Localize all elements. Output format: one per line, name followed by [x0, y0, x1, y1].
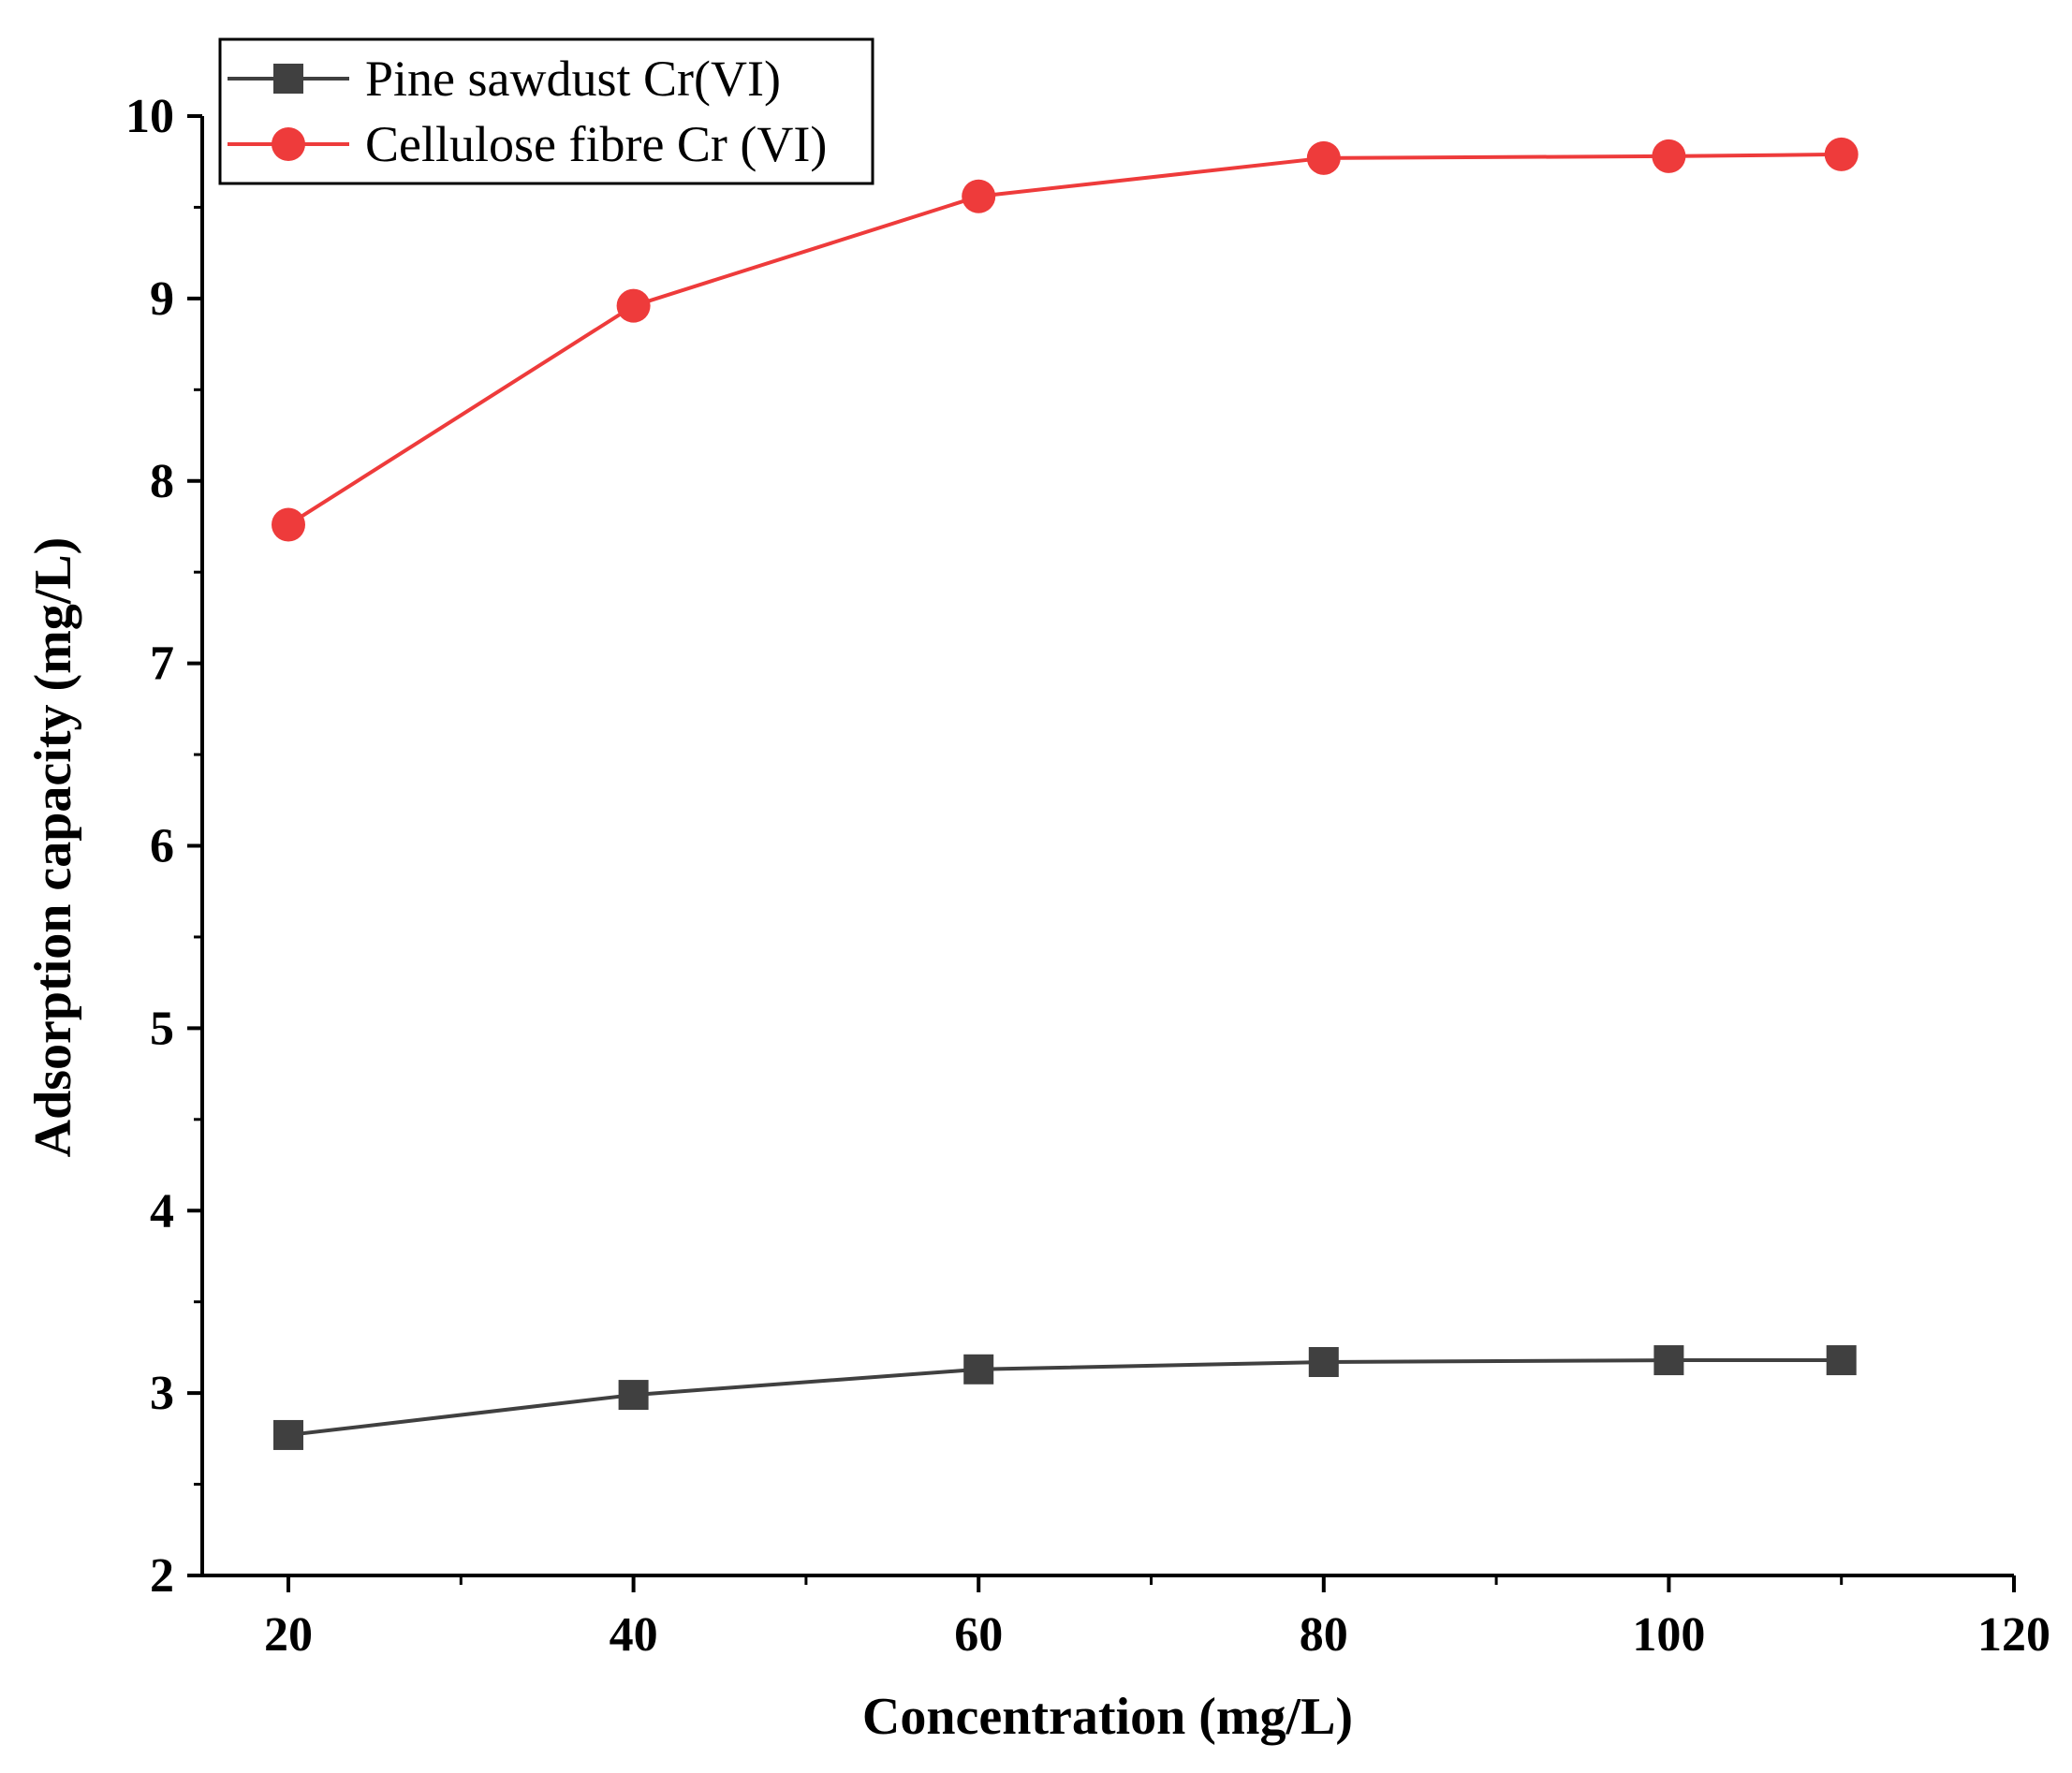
series-layer: [272, 137, 1859, 1450]
x-tick-label-40: 40: [610, 1608, 658, 1662]
y-tick-label-8: 8: [150, 455, 174, 508]
pine-sawdust-point: [1826, 1345, 1857, 1376]
legend: Pine sawdust Cr(VI) Cellulose fibre Cr (V…: [218, 37, 874, 185]
legend-pine-sawdust-marker: [273, 64, 303, 94]
x-tick-label-100: 100: [1632, 1608, 1705, 1662]
y-ticks: 2 3 4 5 6 7 8 9 10: [125, 90, 202, 1603]
pine-sawdust-point: [1308, 1346, 1339, 1377]
x-tick-label-120: 120: [1977, 1608, 2050, 1662]
cellulose-fibre-point: [1306, 140, 1341, 175]
x-tick-label-60: 60: [954, 1608, 1003, 1662]
pine-sawdust-point: [273, 1419, 303, 1450]
legend-items: Pine sawdust Cr(VI) Cellulose fibre Cr (V…: [228, 51, 827, 172]
pine-sawdust-point: [618, 1380, 649, 1411]
cellulose-fibre-point: [616, 288, 651, 323]
cellulose-fibre-point: [962, 179, 996, 213]
x-tick-label-20: 20: [264, 1608, 313, 1662]
cellulose-fibre-series-line: [287, 152, 1842, 527]
y-tick-label-5: 5: [150, 1002, 174, 1055]
axes: [200, 116, 2014, 1577]
cellulose-fibre-point: [1824, 137, 1859, 171]
y-tick-label-2: 2: [150, 1549, 174, 1603]
y-tick-label-9: 9: [150, 272, 174, 326]
y-tick-label-4: 4: [150, 1184, 174, 1238]
cellulose-fibre-point: [1652, 139, 1686, 173]
x-axis-title: Concentration (mg/L): [862, 1688, 1353, 1746]
legend-cellulose-fibre-label: Cellulose fibre Cr (VI): [365, 116, 827, 172]
cellulose-fibre-point: [272, 507, 305, 542]
legend-cellulose-fibre-marker: [272, 127, 305, 161]
legend-pine-sawdust-label: Pine sawdust Cr(VI): [365, 51, 781, 107]
pine-sawdust-point: [963, 1354, 994, 1385]
pine-sawdust-series-line: [287, 1358, 1842, 1437]
x-tick-label-80: 80: [1300, 1608, 1348, 1662]
y-tick-label-10: 10: [125, 90, 174, 143]
y-tick-label-7: 7: [150, 637, 174, 691]
legend-box: [218, 37, 874, 185]
y-axis-title: Adsorption capacity (mg/L): [24, 537, 82, 1158]
y-tick-label-3: 3: [150, 1367, 174, 1420]
pine-sawdust-point: [1653, 1345, 1684, 1376]
x-ticks: 20 40 60 80 100 120: [264, 1575, 2050, 1662]
y-tick-label-6: 6: [150, 820, 174, 873]
